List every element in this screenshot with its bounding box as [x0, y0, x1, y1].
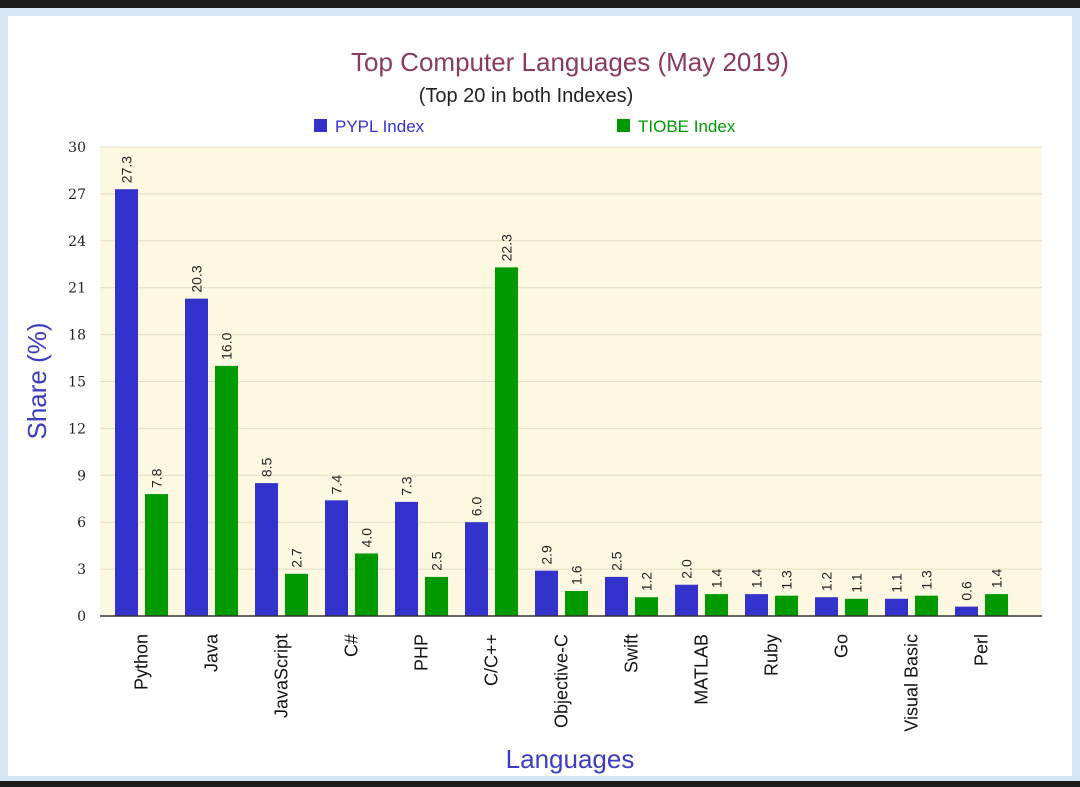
- bars: [115, 189, 1008, 616]
- bar-tiobe: [845, 598, 868, 616]
- y-axis-ticks: 0 3 6 9 12 15 18 21 24 27 30: [68, 140, 86, 625]
- data-label: 2.9: [539, 545, 555, 565]
- chart-subtitle: (Top 20 in both Indexes): [419, 85, 634, 107]
- legend-label-pypl: PYPL Index: [335, 117, 425, 136]
- bar-pypl: [325, 500, 348, 616]
- bar-tiobe: [285, 573, 308, 616]
- bar-tiobe: [985, 594, 1008, 616]
- bar-pypl: [885, 598, 908, 616]
- data-label: 0.6: [959, 581, 975, 601]
- bar-pypl: [115, 189, 138, 616]
- bar-pypl: [395, 501, 418, 616]
- x-category-label: Swift: [622, 634, 642, 673]
- data-label: 8.5: [259, 457, 275, 477]
- bar-pypl: [815, 597, 838, 616]
- window-frame: Top Computer Languages (May 2019) (Top 2…: [0, 8, 1080, 781]
- x-category-label: Go: [832, 634, 852, 658]
- legend-swatch-tiobe: [617, 119, 630, 132]
- y-axis-title: Share (%): [22, 322, 52, 439]
- bar-pypl: [255, 483, 278, 616]
- x-category-label: JavaScript: [272, 634, 292, 718]
- gridlines: [100, 146, 1042, 570]
- x-category-label: C#: [342, 634, 362, 657]
- y-tick-label: 24: [68, 234, 86, 250]
- data-label: 1.4: [749, 568, 765, 588]
- data-label: 1.3: [919, 570, 935, 590]
- data-label: 1.2: [819, 572, 835, 592]
- y-tick-label: 18: [68, 328, 86, 344]
- data-label: 7.8: [149, 468, 165, 488]
- data-label: 4.0: [359, 528, 375, 548]
- data-label: 1.6: [569, 565, 585, 585]
- y-tick-label: 15: [68, 375, 86, 391]
- y-tick-label: 6: [77, 515, 86, 531]
- data-label: 16.0: [219, 332, 235, 359]
- x-axis-title: Languages: [506, 744, 635, 774]
- data-label: 22.3: [499, 234, 515, 261]
- chart-title: Top Computer Languages (May 2019): [351, 47, 789, 77]
- data-label: 1.4: [989, 568, 1005, 588]
- data-label: 7.4: [329, 475, 345, 495]
- x-category-label: C/C++: [482, 634, 502, 686]
- bar-pypl: [955, 606, 978, 616]
- data-label: 7.3: [399, 476, 415, 496]
- data-label: 1.4: [709, 568, 725, 588]
- bar-tiobe: [145, 494, 168, 616]
- data-labels: 27.3 7.8 20.3 16.0 8.5 2.7 7.4 4.0 7.3 2.5 6.0 22.3…: [119, 156, 1005, 601]
- y-tick-label: 0: [77, 609, 86, 625]
- x-axis-category-labels: Python Java JavaScript C# PHP C/C++ Objective-…: [132, 633, 992, 732]
- bar-chart: Top Computer Languages (May 2019) (Top 2…: [22, 47, 1042, 774]
- chart-panel: Top Computer Languages (May 2019) (Top 2…: [8, 16, 1072, 776]
- data-label: 20.3: [189, 265, 205, 292]
- bar-tiobe: [635, 597, 658, 616]
- data-label: 1.1: [889, 573, 905, 593]
- bar-tiobe: [355, 553, 378, 616]
- data-label: 2.5: [609, 551, 625, 571]
- data-label: 6.0: [469, 497, 485, 517]
- x-category-label: Python: [132, 634, 152, 690]
- bar-pypl: [605, 576, 628, 616]
- legend-label-tiobe: TIOBE Index: [638, 117, 736, 136]
- bar-tiobe: [705, 594, 728, 616]
- data-label: 2.7: [289, 548, 305, 568]
- y-tick-label: 30: [68, 140, 86, 156]
- data-label: 27.3: [119, 156, 135, 183]
- data-label: 1.3: [779, 570, 795, 590]
- bar-pypl: [535, 570, 558, 616]
- x-category-label: Java: [202, 633, 222, 672]
- data-label: 2.0: [679, 559, 695, 579]
- x-category-label: Visual Basic: [902, 634, 922, 732]
- x-category-label: PHP: [412, 634, 432, 671]
- bar-tiobe: [915, 595, 938, 616]
- x-category-label: MATLAB: [692, 634, 712, 705]
- bar-pypl: [465, 522, 488, 616]
- y-tick-label: 21: [68, 281, 86, 297]
- bar-pypl: [675, 584, 698, 616]
- data-label: 1.2: [639, 572, 655, 592]
- legend-swatch-pypl: [314, 119, 327, 132]
- y-tick-label: 3: [77, 562, 86, 578]
- y-tick-label: 12: [68, 421, 86, 437]
- bar-pypl: [185, 298, 208, 616]
- x-category-label: Ruby: [762, 634, 782, 676]
- x-category-label: Objective-C: [552, 634, 572, 728]
- bar-tiobe: [495, 267, 518, 616]
- bar-pypl: [745, 594, 768, 616]
- bar-tiobe: [425, 576, 448, 616]
- bar-tiobe: [215, 365, 238, 616]
- x-category-label: Perl: [972, 634, 992, 666]
- y-tick-label: 9: [77, 468, 86, 484]
- bar-tiobe: [775, 595, 798, 616]
- data-label: 2.5: [429, 551, 445, 571]
- bar-tiobe: [565, 590, 588, 616]
- data-label: 1.1: [849, 573, 865, 593]
- y-tick-label: 27: [68, 187, 86, 203]
